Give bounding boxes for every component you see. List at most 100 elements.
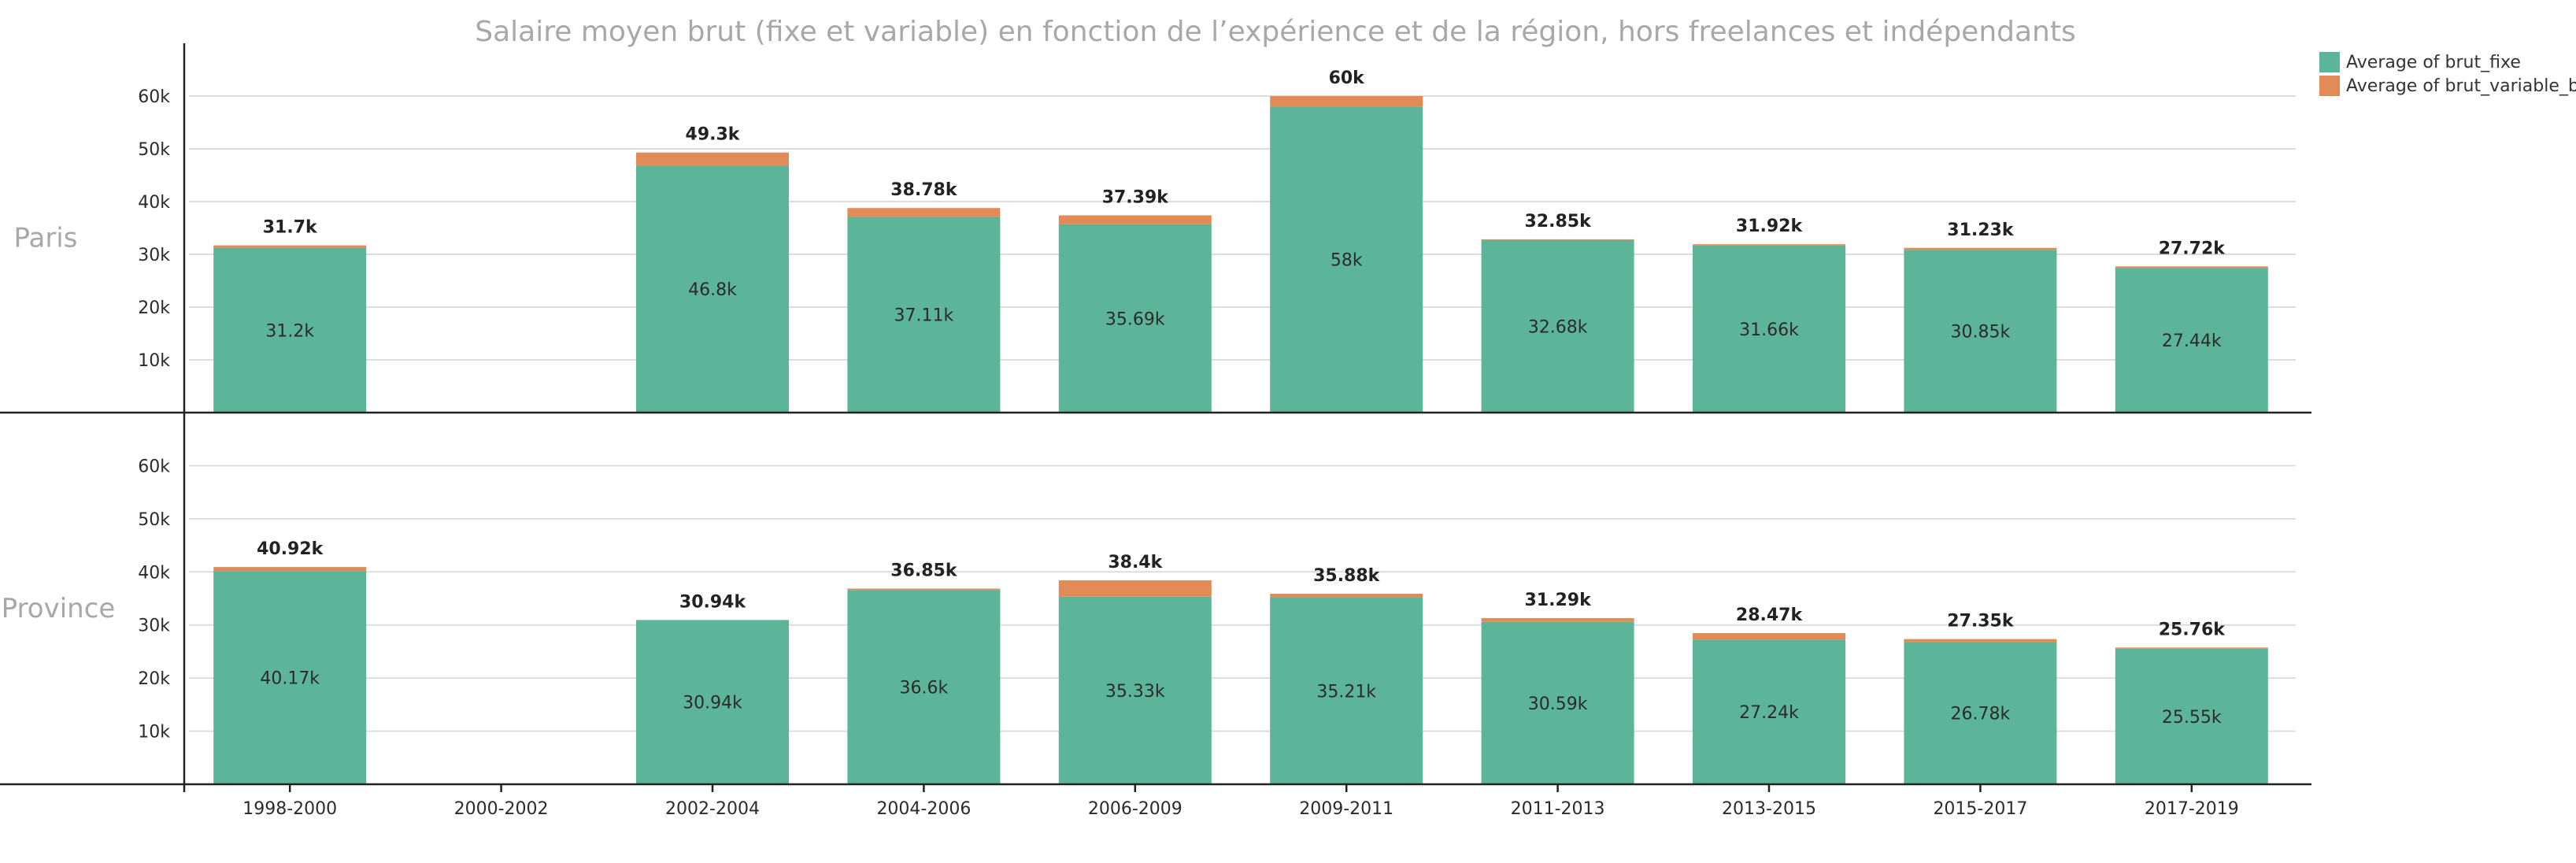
bar-fixe-label: 30.59k <box>1528 694 1588 714</box>
legend: Average of brut_fixe Average of brut_var… <box>2319 52 2576 96</box>
bar-fixe-label: 37.11k <box>894 306 954 326</box>
bar-variable <box>847 588 1001 591</box>
bar-total-label: 31.29k <box>1524 591 1592 610</box>
y-tick-label: 50k <box>138 510 170 530</box>
bar-fixe <box>213 571 367 784</box>
y-tick-label: 30k <box>138 617 170 636</box>
bar-fixe-label: 35.33k <box>1105 682 1165 702</box>
bar-fixe <box>1058 224 1212 413</box>
bar-total-label: 38.78k <box>890 180 958 200</box>
y-tick-label: 20k <box>138 298 170 318</box>
plot-area: 10k 20k 30k 40k 50k 60k Paris 31.7k 31.2k 49.3k 46… <box>0 43 2311 819</box>
x-tick-label: 1998-2000 <box>242 799 337 819</box>
y-tick-label: 40k <box>138 193 170 213</box>
bar-variable <box>1904 639 2057 643</box>
bar-total-label: 31.23k <box>1947 220 2015 240</box>
y-tick-label: 20k <box>138 669 170 689</box>
bar-variable <box>1058 215 1212 224</box>
bar-total-label: 36.85k <box>890 561 958 581</box>
bar-fixe <box>1270 106 1423 413</box>
bar-total-label: 38.4k <box>1108 553 1163 572</box>
bar-total-label: 60k <box>1329 69 1366 88</box>
bar-fixe <box>847 590 1001 784</box>
x-tick-label: 2015-2017 <box>1933 799 2027 819</box>
bar-fixe-label: 31.2k <box>265 321 314 341</box>
bar-fixe <box>847 217 1001 413</box>
bar-fixe <box>2115 268 2268 413</box>
legend-swatch-variable <box>2319 76 2340 96</box>
bar-total-label: 25.76k <box>2159 620 2226 639</box>
bar-total-label: 31.92k <box>1736 217 1804 236</box>
bar-fixe-label: 31.66k <box>1739 320 1799 340</box>
bar-variable <box>1693 633 1845 640</box>
bar-fixe <box>1270 597 1423 784</box>
bar-fixe-label: 46.8k <box>688 280 737 300</box>
bar-total-label: 40.92k <box>257 539 324 559</box>
bar-total-label: 32.85k <box>1524 212 1592 231</box>
bar-variable <box>1481 618 1634 622</box>
x-tick-label: 2011-2013 <box>1511 799 1605 819</box>
y-tick-label: 10k <box>138 351 170 371</box>
bar-fixe-label: 36.6k <box>900 679 949 698</box>
bar-variable <box>636 152 789 166</box>
y-tick-label: 40k <box>138 563 170 583</box>
x-tick-label: 2000-2002 <box>454 799 549 819</box>
bar-variable <box>1058 580 1212 597</box>
bar-total-label: 28.47k <box>1736 606 1804 625</box>
bar-variable <box>213 567 367 572</box>
x-tick-label: 2006-2009 <box>1088 799 1183 819</box>
bar-total-label: 27.72k <box>2159 239 2226 258</box>
x-tick-label: 2009-2011 <box>1299 799 1393 819</box>
bar-variable <box>1904 247 2057 250</box>
bar-fixe <box>1904 642 2057 784</box>
bar-fixe <box>2115 648 2268 784</box>
legend-label-fixe: Average of brut_fixe <box>2346 53 2521 72</box>
bar-variable <box>1693 244 1845 246</box>
bar-total-label: 30.94k <box>679 592 747 612</box>
y-tick-label: 10k <box>138 723 170 743</box>
bar-fixe-label: 27.44k <box>2162 331 2222 351</box>
bar-fixe-label: 30.85k <box>1951 323 2011 343</box>
bar-fixe <box>213 247 367 413</box>
facet-row-label: Province <box>2 593 116 624</box>
legend-swatch-fixe <box>2319 52 2340 72</box>
x-tick-label: 2004-2006 <box>876 799 971 819</box>
bar-fixe <box>1058 596 1212 784</box>
bar-fixe <box>1481 621 1634 784</box>
bar-fixe-label: 40.17k <box>260 669 320 689</box>
legend-label-variable: Average of brut_variable_bis <box>2346 76 2576 96</box>
bar-total-label: 31.7k <box>263 218 318 238</box>
x-tick-label: 2013-2015 <box>1722 799 1816 819</box>
bar-fixe-label: 32.68k <box>1528 318 1588 338</box>
bar-fixe-label: 30.94k <box>683 694 742 713</box>
bar-fixe-label: 35.69k <box>1105 309 1165 329</box>
y-tick-label: 30k <box>138 246 170 265</box>
bar-variable <box>213 245 367 248</box>
bar-variable <box>847 208 1001 217</box>
bar-fixe-label: 25.55k <box>2162 708 2222 728</box>
bar-fixe <box>1693 639 1845 784</box>
bar-variable <box>1270 96 1423 107</box>
bar-fixe-label: 26.78k <box>1951 705 2011 724</box>
bar-variable <box>1481 239 1634 241</box>
y-tick-label: 50k <box>138 140 170 160</box>
x-tick-label: 2002-2004 <box>665 799 760 819</box>
bar-variable <box>2115 647 2268 649</box>
facet-row-label: Paris <box>14 223 78 254</box>
bar-fixe <box>636 165 789 413</box>
y-tick-label: 60k <box>138 457 170 476</box>
bar-total-label: 27.35k <box>1947 612 2015 632</box>
y-tick-label: 60k <box>138 87 170 107</box>
bar-total-label: 35.88k <box>1313 566 1381 586</box>
chart-title: Salaire moyen brut (fixe et variable) en… <box>475 16 2076 48</box>
bar-fixe-label: 58k <box>1331 251 1363 271</box>
bar-fixe-label: 27.24k <box>1739 703 1799 723</box>
bar-fixe <box>1693 245 1845 413</box>
x-tick-label: 2017-2019 <box>2145 799 2239 819</box>
bar-fixe-label: 35.21k <box>1316 682 1376 702</box>
bar-total-label: 49.3k <box>686 125 741 145</box>
bar-variable <box>1270 594 1423 598</box>
bar-variable <box>2115 266 2268 269</box>
bar-fixe <box>1481 240 1634 413</box>
